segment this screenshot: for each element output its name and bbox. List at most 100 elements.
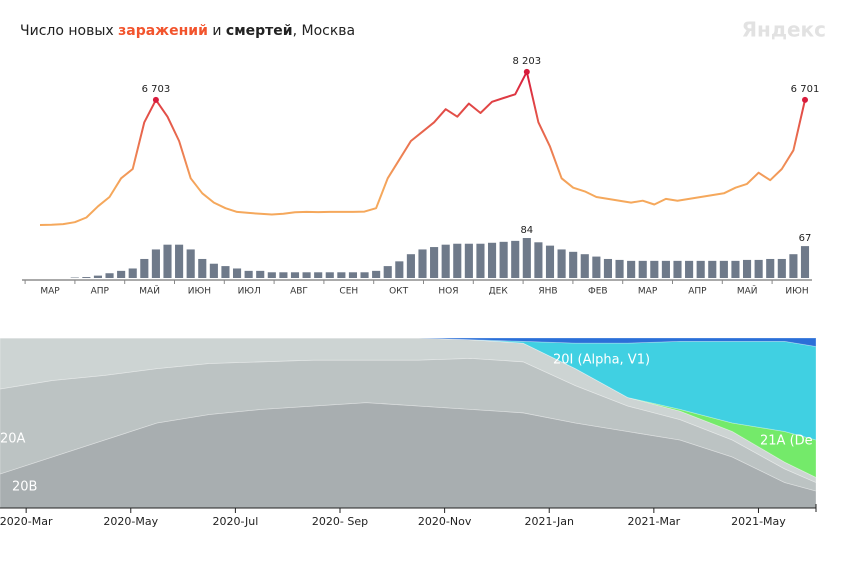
peak-dot [802, 96, 808, 103]
x-tick-label: МАР [40, 287, 60, 297]
x-tick-label: АПР [688, 287, 707, 297]
title-part: Число новых [20, 23, 118, 39]
death-bar [418, 249, 427, 278]
death-bar [140, 258, 149, 278]
peak-label: 8 203 [512, 56, 541, 67]
x-tick-label: 2021-Mar [627, 515, 680, 528]
death-bar [406, 254, 415, 278]
death-bar [696, 260, 705, 278]
death-bar [105, 273, 114, 278]
peak-dot [523, 68, 530, 75]
death-bar [82, 277, 91, 278]
death-bar [175, 244, 184, 278]
death-bar [592, 256, 601, 278]
death-bar [244, 270, 253, 278]
x-tick-label: ФЕВ [588, 287, 608, 297]
death-bar [731, 260, 740, 278]
death-bar [476, 243, 485, 278]
death-bar [430, 247, 439, 278]
x-tick-label: 2020-Jul [212, 515, 258, 528]
x-tick-label: МАЙ [139, 285, 160, 297]
death-bar [522, 238, 531, 278]
infection-line [39, 70, 806, 226]
death-bar [557, 249, 566, 278]
death-bar [198, 258, 207, 278]
death-bar [93, 275, 103, 278]
death-bar [545, 245, 555, 278]
x-tick-label: ИЮН [188, 287, 211, 297]
death-bar [337, 272, 346, 278]
variant-area [0, 337, 816, 441]
death-bar [256, 270, 265, 278]
death-bar [464, 243, 473, 278]
death-bar [777, 258, 786, 278]
x-tick-label: МАЙ [737, 285, 758, 297]
death-bar [627, 260, 636, 278]
death-bar [209, 263, 218, 278]
death-bar [383, 266, 392, 278]
death-value-label: 84 [520, 225, 533, 236]
death-bar [232, 268, 242, 278]
death-bar [534, 242, 543, 278]
death-bar [348, 272, 358, 278]
death-bar [661, 260, 670, 278]
death-bar [221, 266, 230, 278]
x-tick-label: ИЮН [785, 287, 808, 297]
variant-label: 20B [12, 480, 37, 495]
watermark: Яндекс [742, 18, 826, 42]
title-part: , Москва [293, 23, 356, 39]
death-bar [186, 249, 195, 278]
variant-area [0, 337, 816, 483]
x-tick-label: АПР [91, 287, 110, 297]
death-bar [673, 260, 682, 278]
x-tick-label: НОЯ [438, 287, 458, 297]
x-tick-label: ДЕК [489, 287, 509, 297]
variant-label: 20A [0, 432, 26, 447]
death-bar [151, 249, 160, 278]
death-bar [441, 244, 450, 278]
death-bar [395, 261, 404, 278]
title-part: и [208, 23, 226, 39]
death-bar [603, 258, 613, 278]
peak-dot [152, 96, 159, 103]
death-bar [800, 246, 810, 278]
death-bar [314, 272, 323, 278]
death-bar [650, 260, 659, 278]
death-bar [290, 272, 300, 278]
death-bar [279, 272, 288, 278]
x-tick-label: СЕН [339, 287, 358, 297]
chart-title: Число новых заражений и смертей, Москва [20, 23, 355, 39]
death-bar [163, 244, 172, 278]
death-bar [128, 268, 137, 278]
x-tick-label: 2020- Sep [312, 515, 368, 528]
death-value-label: 67 [799, 233, 812, 244]
title-part: смертей [226, 23, 293, 39]
variant-area [0, 337, 816, 347]
death-bar [754, 259, 763, 278]
death-bar [685, 260, 694, 278]
title-part: заражений [118, 23, 208, 39]
death-bar [453, 243, 462, 278]
x-tick-label: 2020-Mar [0, 515, 53, 528]
death-bar [615, 259, 624, 278]
death-bar [580, 254, 589, 278]
death-bar [302, 272, 311, 278]
death-bar [499, 241, 508, 278]
death-bar [638, 260, 647, 278]
death-bar [708, 260, 717, 278]
death-bar [569, 251, 578, 278]
death-bar [360, 272, 369, 278]
x-tick-label: МАР [638, 287, 658, 297]
x-tick-label: 2020-Nov [418, 515, 472, 528]
x-tick-label: 2021-May [731, 515, 786, 528]
x-tick-label: АВГ [290, 287, 308, 297]
death-bar [719, 260, 728, 278]
death-bar [372, 270, 381, 278]
x-tick-label: ИЮЛ [238, 287, 261, 297]
death-bar [117, 270, 126, 278]
variant-area [0, 337, 816, 478]
death-bar [487, 242, 497, 278]
death-bar [511, 240, 520, 278]
peak-label: 6 701 [791, 84, 820, 95]
